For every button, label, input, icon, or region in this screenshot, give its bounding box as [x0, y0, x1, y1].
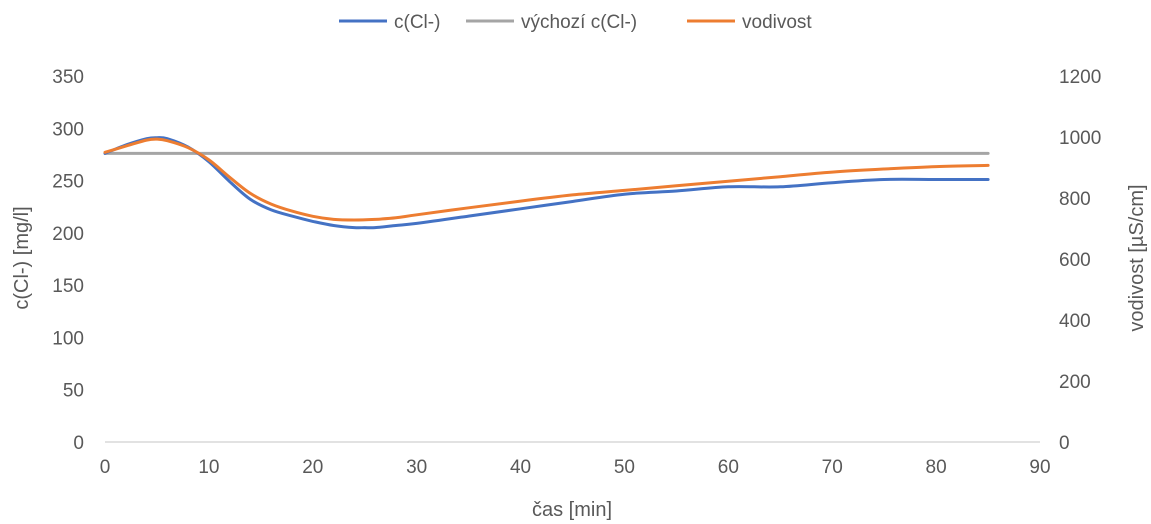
y-left-axis-title: c(Cl-) [mg/l] [11, 206, 33, 309]
x-tick-label: 20 [302, 457, 323, 478]
legend-label: vodivost [742, 12, 812, 33]
x-tick-label: 40 [510, 457, 531, 478]
y-right-axis-title: vodivost [µS/cm] [1126, 184, 1148, 331]
y-right-tick-label: 1000 [1059, 128, 1101, 149]
legend-item-cl: c(Cl-) [339, 12, 440, 33]
legend-label: výchozí c(Cl-) [521, 12, 637, 33]
y-left-tick-label: 100 [52, 328, 84, 349]
y-right-tick-label: 400 [1059, 311, 1091, 332]
legend-label: c(Cl-) [394, 12, 440, 33]
y-left-tick-label: 300 [52, 119, 84, 140]
legend-item-conductivity: vodivost [687, 12, 812, 33]
x-tick-label: 30 [406, 457, 427, 478]
y-left-tick-label: 250 [52, 172, 84, 193]
x-tick-label: 60 [718, 457, 739, 478]
series-line-conductivity [103, 137, 990, 222]
legend: c(Cl-) výchozí c(Cl-) vodivost [339, 12, 812, 33]
x-tick-labels: 0 10 20 30 40 50 60 70 80 90 [100, 457, 1051, 478]
y-right-tick-labels: 0 200 400 600 800 1000 1200 [1059, 67, 1101, 454]
y-right-tick-label: 200 [1059, 372, 1091, 393]
x-tick-label: 10 [198, 457, 219, 478]
x-tick-label: 80 [926, 457, 947, 478]
x-axis-title: čas [min] [532, 499, 612, 521]
y-right-tick-label: 1200 [1059, 67, 1101, 88]
legend-item-initial-cl: výchozí c(Cl-) [466, 12, 637, 33]
y-left-tick-label: 150 [52, 276, 84, 297]
x-tick-label: 70 [822, 457, 843, 478]
y-left-tick-label: 350 [52, 67, 84, 88]
y-left-tick-label: 50 [63, 381, 84, 402]
y-right-tick-label: 800 [1059, 189, 1091, 210]
series-group [103, 136, 990, 230]
y-right-tick-label: 0 [1059, 433, 1070, 454]
y-left-tick-label: 0 [73, 433, 84, 454]
x-tick-label: 0 [100, 457, 111, 478]
x-tick-label: 50 [614, 457, 635, 478]
y-left-tick-label: 200 [52, 224, 84, 245]
x-tick-label: 90 [1029, 457, 1050, 478]
y-right-tick-label: 600 [1059, 250, 1091, 271]
y-left-tick-labels: 0 50 100 150 200 250 300 350 [52, 67, 84, 454]
